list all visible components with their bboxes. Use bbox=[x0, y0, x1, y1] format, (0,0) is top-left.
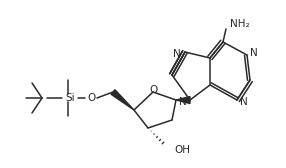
Text: OH: OH bbox=[174, 145, 190, 155]
Text: O: O bbox=[149, 85, 157, 95]
Text: N: N bbox=[250, 48, 258, 58]
Text: N: N bbox=[173, 49, 181, 59]
Text: N: N bbox=[179, 97, 187, 107]
Polygon shape bbox=[176, 96, 190, 103]
Text: Si: Si bbox=[65, 93, 75, 103]
Polygon shape bbox=[111, 90, 134, 110]
Text: N: N bbox=[240, 97, 248, 107]
Text: O: O bbox=[87, 93, 95, 103]
Text: NH₂: NH₂ bbox=[230, 19, 250, 29]
